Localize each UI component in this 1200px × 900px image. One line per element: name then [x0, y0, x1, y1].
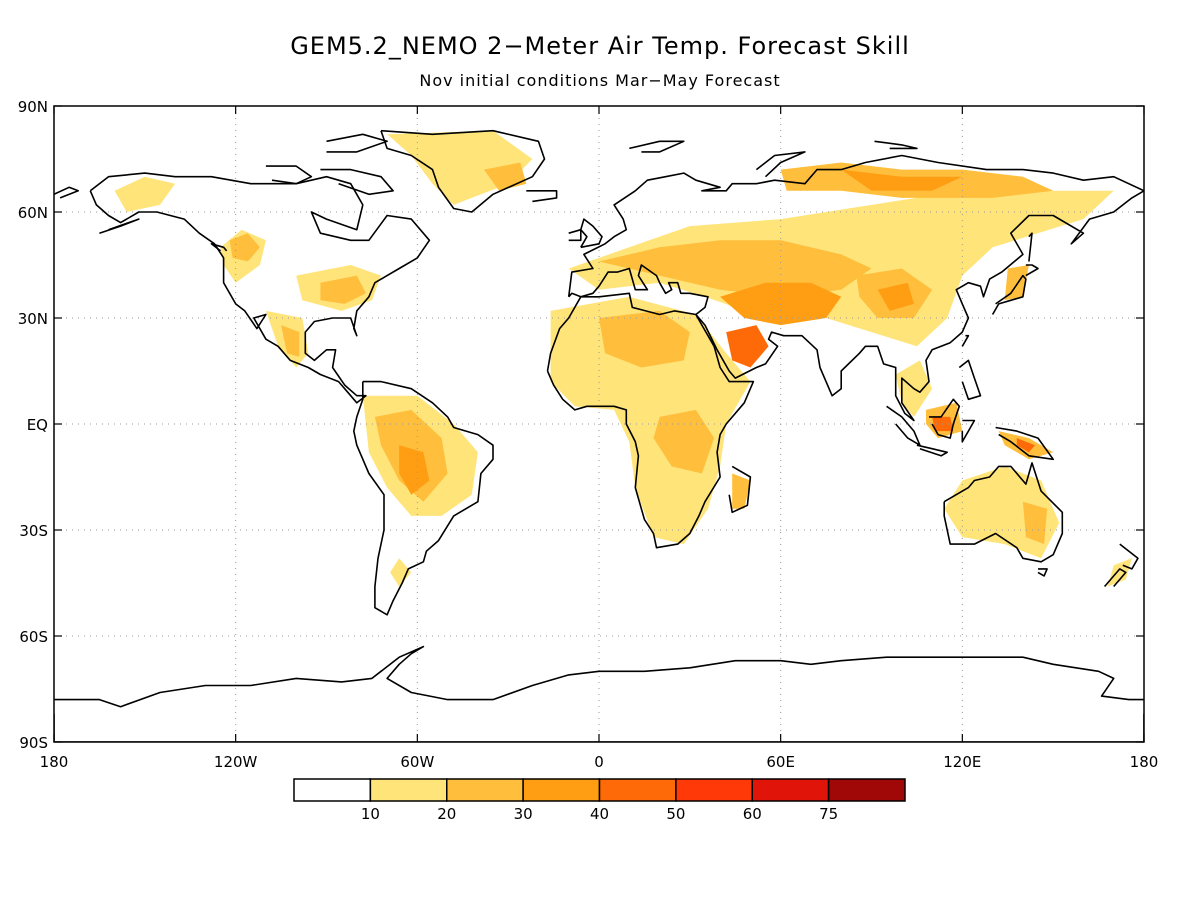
- skill-shading-layer: [114, 130, 1132, 587]
- colorbar-bin-3: [522, 778, 601, 802]
- skill-region-18: [599, 240, 872, 297]
- coastline-21: [943, 462, 1064, 563]
- coastline-27: [54, 186, 79, 199]
- x-tick-label: 120W: [214, 753, 258, 771]
- coastline-17: [916, 444, 949, 457]
- skill-region-21: [720, 282, 842, 326]
- map-title: GEM5.2_NEMO 2−Meter Air Temp. Forecast S…: [290, 32, 910, 60]
- x-tick-label: 120E: [943, 753, 981, 771]
- skill-region-12: [390, 558, 412, 587]
- y-tick-label: 90S: [19, 734, 48, 752]
- longitude-axis: 180 120W 60W 0 60E 120E 180: [40, 106, 1159, 771]
- coastline-29: [1028, 232, 1033, 262]
- colorbar-label: 30: [514, 805, 533, 823]
- skill-region-30: [1016, 438, 1035, 453]
- skill-region-33: [1107, 558, 1132, 587]
- coastline-33: [210, 243, 228, 252]
- skill-region-25: [1004, 265, 1029, 301]
- coastline-14: [961, 334, 970, 347]
- coastline-3: [320, 168, 394, 196]
- skill-region-22: [726, 325, 769, 368]
- skill-region-1: [229, 233, 260, 262]
- coastline-22: [1037, 568, 1048, 577]
- y-tick-label: EQ: [27, 416, 48, 434]
- colorbar-label: 20: [437, 805, 456, 823]
- y-tick-label: 30N: [18, 310, 48, 328]
- y-tick-label: 60S: [19, 628, 48, 646]
- coastline-6: [352, 380, 494, 616]
- coastline-2: [265, 165, 313, 185]
- coastline-28: [99, 218, 140, 234]
- y-tick-label: 60N: [18, 204, 48, 222]
- coastline-0: [89, 172, 431, 404]
- coastline-15: [958, 359, 982, 401]
- x-tick-label: 180: [1130, 753, 1159, 771]
- colorbar-bin-7: [827, 778, 906, 802]
- coastline-31: [629, 140, 685, 153]
- colorbar-label: 50: [666, 805, 685, 823]
- map-plot-area: [54, 106, 1144, 742]
- coastline-10: [579, 218, 603, 249]
- colorbar-bin-0: [293, 778, 372, 802]
- y-tick-label: 30S: [19, 522, 48, 540]
- x-tick-label: 60E: [766, 753, 795, 771]
- coastline-13: [1025, 264, 1039, 277]
- colorbar-bin-1: [369, 778, 448, 802]
- x-tick-label: 60W: [400, 753, 434, 771]
- skill-region-3: [320, 275, 366, 304]
- coastline-18: [929, 398, 961, 439]
- map-subtitle: Nov initial conditions Mar−May Forecast: [419, 71, 780, 90]
- gridlines: [54, 106, 1144, 742]
- colorbar-label: 60: [743, 805, 762, 823]
- colorbar-bin-2: [446, 778, 524, 802]
- latitude-axis: 90N 60N 30N EQ 30S 60S 90S: [18, 98, 1144, 752]
- y-tick-label: 90N: [18, 98, 48, 116]
- skill-region-5: [281, 325, 300, 357]
- coastline-32: [874, 140, 918, 150]
- skill-region-20: [841, 169, 963, 191]
- coastline-1: [380, 129, 546, 213]
- coastline-4: [326, 133, 388, 153]
- skill-region-24: [877, 282, 914, 311]
- colorbar-label: 40: [590, 805, 609, 823]
- coastline-23: [1119, 543, 1139, 570]
- coastline-19: [961, 419, 976, 443]
- skill-region-32: [1022, 501, 1048, 545]
- colorbar-bin-5: [675, 778, 753, 802]
- colorbar-label: 75: [819, 805, 838, 823]
- colorbar-bin-4: [598, 778, 677, 802]
- coastline-16: [886, 405, 921, 447]
- coastline-8: [728, 465, 752, 514]
- skill-region-15: [653, 409, 715, 474]
- coastline-11: [568, 228, 582, 242]
- coastline-7: [546, 292, 755, 549]
- colorbar: 10 20 30 40 50 60 75: [293, 778, 906, 823]
- skill-region-13: [550, 296, 751, 545]
- coastline-5: [526, 190, 558, 203]
- skill-region-6: [114, 176, 176, 212]
- coastline-25: [54, 645, 1144, 708]
- coastline-30: [755, 151, 806, 178]
- coastline-9: [567, 154, 1144, 422]
- coastline-24: [1103, 568, 1127, 588]
- skill-region-16: [732, 473, 751, 509]
- x-tick-label: 0: [594, 753, 604, 771]
- skill-region-14: [599, 310, 690, 368]
- colorbar-label: 10: [361, 805, 380, 823]
- coastlines: [54, 129, 1144, 742]
- coastline-12: [991, 274, 1027, 315]
- colorbar-bin-6: [751, 778, 830, 802]
- x-tick-label: 180: [40, 753, 69, 771]
- coastline-20: [995, 426, 1054, 461]
- skill-region-11: [399, 445, 430, 495]
